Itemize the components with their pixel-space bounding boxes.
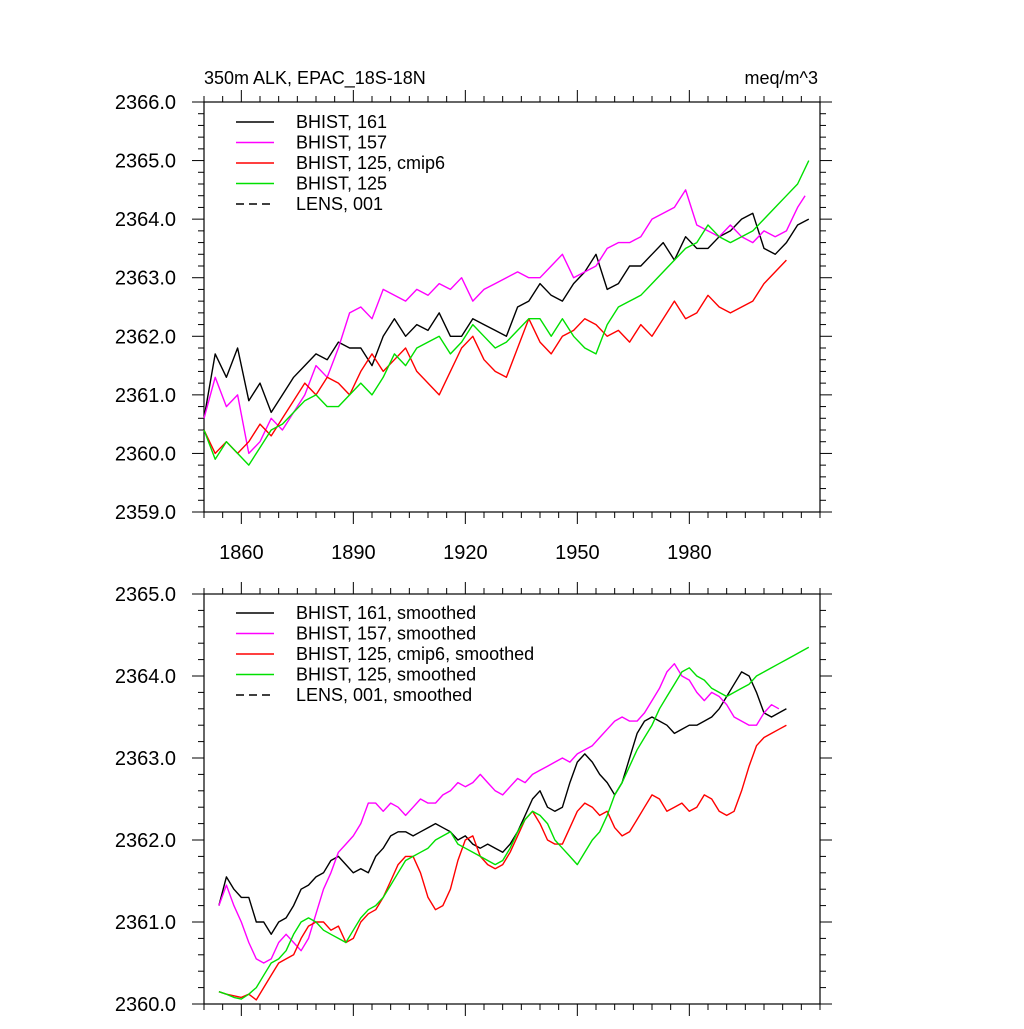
x-tick-label: 1920 — [443, 542, 488, 564]
y-tick-label: 2363.0 — [115, 268, 176, 290]
chart-title: 350m ALK, EPAC_18S-18N — [204, 68, 426, 89]
legend-label: LENS, 001 — [296, 194, 383, 214]
legend-label: BHIST, 161 — [296, 112, 387, 132]
series-line-1 — [218, 671, 787, 935]
series-line-3 — [218, 724, 787, 1001]
series-line-2 — [218, 663, 780, 964]
series-line-4 — [203, 160, 810, 466]
series-line-4 — [218, 646, 810, 1000]
panel-2: 2360.0 2361.0 2362.0 2363.0 2364.0 2365.0 BHIS… — [115, 582, 832, 1016]
series-line-1 — [203, 212, 810, 419]
y-tick-label: 2361.0 — [115, 385, 176, 407]
y-tick-label: 2359.0 — [115, 502, 176, 524]
x-tick-label: 1860 — [219, 542, 264, 564]
y-tick-label: 2366.0 — [115, 92, 176, 114]
legend-label: BHIST, 157, smoothed — [296, 624, 476, 644]
y-tick-label: 2362.0 — [115, 326, 176, 348]
legend-label: BHIST, 161, smoothed — [296, 603, 476, 623]
plot-frame — [203, 593, 821, 1005]
series-line-2 — [203, 189, 806, 455]
x-tick-label: 1950 — [555, 542, 600, 564]
y-tick-label: 2362.0 — [115, 830, 176, 852]
legend-label: BHIST, 125 — [296, 174, 387, 194]
legend-label: LENS, 001, smoothed — [296, 685, 472, 705]
panel-1: 1860 1890 1920 1950 1980 2359.0 2360.0 2361.0 23… — [115, 68, 832, 564]
legend-label: BHIST, 157 — [296, 133, 387, 153]
units-label: meq/m^3 — [745, 68, 818, 88]
y-tick-label: 2365.0 — [115, 584, 176, 606]
x-tick-label: 1890 — [331, 542, 376, 564]
series-line-3 — [203, 259, 787, 455]
y-tick-label: 2364.0 — [115, 209, 176, 231]
legend-label: BHIST, 125, cmip6, smoothed — [296, 644, 534, 664]
legend-label: BHIST, 125, cmip6 — [296, 153, 445, 173]
y-tick-label: 2360.0 — [115, 994, 176, 1016]
y-tick-label: 2360.0 — [115, 443, 176, 465]
y-tick-label: 2363.0 — [115, 748, 176, 770]
y-tick-label: 2365.0 — [115, 151, 176, 173]
x-tick-label: 1980 — [667, 542, 712, 564]
y-tick-label: 2364.0 — [115, 666, 176, 688]
legend-label: BHIST, 125, smoothed — [296, 665, 476, 685]
plot-frame — [203, 101, 821, 513]
y-tick-label: 2361.0 — [115, 912, 176, 934]
